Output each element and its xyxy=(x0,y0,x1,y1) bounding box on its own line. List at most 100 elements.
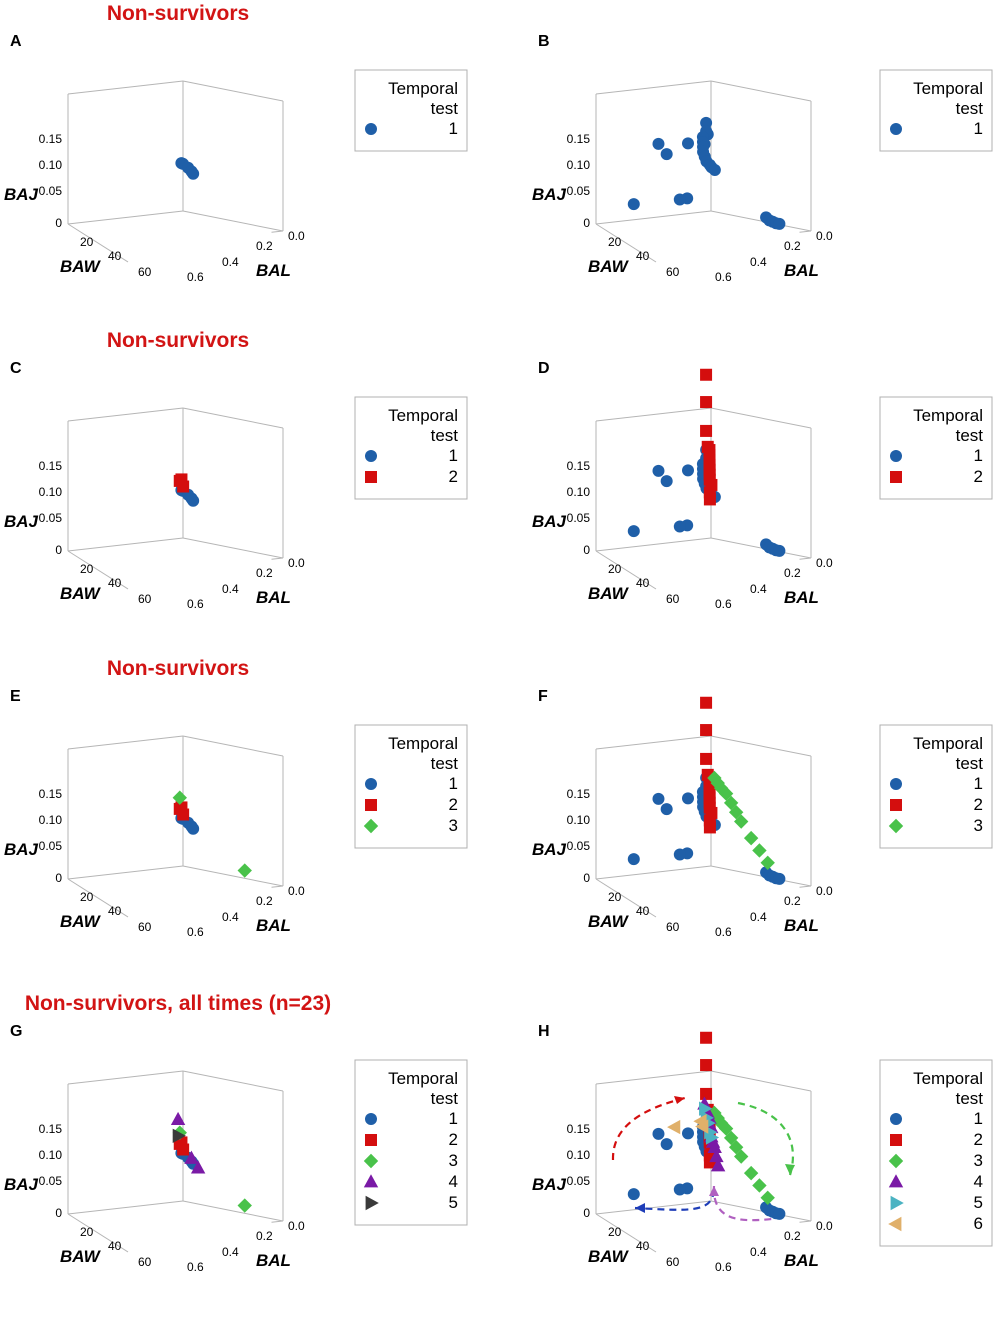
data-point-test-1 xyxy=(773,872,786,885)
legend-box xyxy=(354,69,468,152)
bal-axis-title: BAL xyxy=(256,261,291,280)
legend-marker-2 xyxy=(890,1134,902,1146)
bal-axis-title: BAL xyxy=(256,1251,291,1270)
data-point-test-1 xyxy=(682,137,694,150)
axis-edge xyxy=(799,230,812,233)
baj-tick-label: 0.05 xyxy=(39,1174,63,1188)
legend-title-line2: test xyxy=(956,426,984,445)
panel-letter: H xyxy=(538,1023,550,1040)
data-point-test-1 xyxy=(627,853,640,866)
baj-tick-label: 0.15 xyxy=(567,132,591,146)
legend-item-label: 1 xyxy=(449,446,458,465)
axis-edge xyxy=(595,223,657,263)
baw-axis-title: BAW xyxy=(588,1247,630,1266)
data-points xyxy=(175,157,200,180)
legend-marker-2 xyxy=(365,799,377,811)
baw-tick-label: 20 xyxy=(608,562,622,576)
baj-tick-label: 0.10 xyxy=(39,485,63,499)
axis-edge xyxy=(67,735,184,750)
data-point-test-3 xyxy=(237,1198,252,1213)
axis-edge xyxy=(67,80,184,95)
panel-H: Survivors, all times (n=112)H00.050.100.… xyxy=(532,1023,993,1274)
legend-item-label: 1 xyxy=(449,774,458,793)
data-point-test-2 xyxy=(700,1059,713,1072)
baj-tick-label: 0 xyxy=(583,1206,590,1220)
legend-item-label: 3 xyxy=(449,816,458,835)
legend-marker-1 xyxy=(365,778,377,790)
data-point-test-1 xyxy=(652,792,665,805)
data-point-test-1 xyxy=(652,137,665,150)
data-point-test-2 xyxy=(177,480,190,493)
data-point-test-3 xyxy=(713,780,729,796)
axis-edge xyxy=(595,80,712,95)
axis-edge xyxy=(710,210,812,232)
axes-box xyxy=(595,80,812,263)
data-point-test-3 xyxy=(728,805,744,820)
data-points xyxy=(172,790,252,878)
data-point-test-2 xyxy=(703,821,716,834)
legend-marker-3 xyxy=(363,1153,379,1169)
axis-edge xyxy=(67,407,184,422)
baj-tick-label: 0.10 xyxy=(39,813,63,827)
baw-tick-label: 40 xyxy=(636,1239,650,1253)
baj-tick-label: 0 xyxy=(583,871,590,885)
legend-marker-1 xyxy=(890,1113,902,1125)
trajectory-arrow xyxy=(737,1101,795,1176)
bal-axis-title: BAL xyxy=(784,1251,819,1270)
baw-tick-label: 60 xyxy=(666,1255,680,1269)
bal-tick-label: 0.6 xyxy=(715,925,732,939)
bal-tick-label: 0.6 xyxy=(187,270,204,284)
data-point-test-1 xyxy=(673,520,686,533)
bal-axis-title: BAL xyxy=(784,588,819,607)
trajectory-arrows xyxy=(611,1096,795,1222)
axis-edge xyxy=(595,735,712,750)
data-point-test-2 xyxy=(700,752,713,765)
legend-item-label: 1 xyxy=(974,446,983,465)
legend-item-label: 4 xyxy=(974,1172,983,1191)
data-point-test-3 xyxy=(718,1121,734,1136)
legend-item-label: 2 xyxy=(974,795,983,814)
legend-item-label: 3 xyxy=(974,1151,983,1170)
baj-tick-label: 0.05 xyxy=(567,839,591,853)
legend-marker-6 xyxy=(888,1216,902,1232)
data-point-test-2 xyxy=(703,493,716,506)
bal-tick-label: 0.4 xyxy=(222,255,239,269)
data-point-test-1 xyxy=(708,164,721,177)
data-point-test-4 xyxy=(710,1158,726,1172)
data-point-test-1 xyxy=(682,1127,694,1140)
data-point-test-4 xyxy=(190,1160,206,1174)
legend-title-line1: Temporal xyxy=(913,79,983,98)
data-point-test-1 xyxy=(682,792,694,805)
data-point-test-3 xyxy=(733,814,749,829)
baj-tick-label: 0.15 xyxy=(567,459,591,473)
baj-tick-label: 0.10 xyxy=(39,158,63,172)
baw-axis-title: BAW xyxy=(588,584,630,603)
baj-axis-title: BAJ xyxy=(532,185,567,204)
panel-letter: D xyxy=(538,360,550,377)
data-point-test-3 xyxy=(237,863,252,878)
bal-tick-label: 0.6 xyxy=(715,1260,732,1274)
panel-A: Non-survivors A 0 0.05 0.10 0.15 BAJ 20 40 60 BAW 0… xyxy=(4,2,468,284)
bal-tick-label: 0.0 xyxy=(288,556,305,570)
legend-marker-1 xyxy=(365,123,377,135)
axis-edge xyxy=(67,878,129,918)
axis-edge xyxy=(182,735,284,757)
arrowhead xyxy=(709,1186,719,1196)
data-point-test-3 xyxy=(172,790,187,805)
data-point-test-3 xyxy=(743,830,759,846)
data-point-test-3 xyxy=(710,775,725,791)
panel-letter: E xyxy=(10,688,21,705)
axis-edge xyxy=(595,1200,712,1215)
axis-edge xyxy=(710,735,812,757)
data-point-test-2 xyxy=(700,368,713,381)
axes-box xyxy=(595,735,812,918)
panel-letter: G xyxy=(10,1023,22,1040)
legend-marker-1 xyxy=(890,778,902,790)
legend-item-label: 3 xyxy=(974,816,983,835)
data-point-test-4 xyxy=(709,1148,724,1163)
axis-edge xyxy=(67,1213,129,1253)
data-point-test-3 xyxy=(718,786,734,801)
baw-tick-label: 20 xyxy=(80,235,94,249)
panel-B: SurvivorsB00.050.100.15BAJ204060BAW0.00.… xyxy=(532,33,993,284)
axis-edge xyxy=(182,537,284,559)
